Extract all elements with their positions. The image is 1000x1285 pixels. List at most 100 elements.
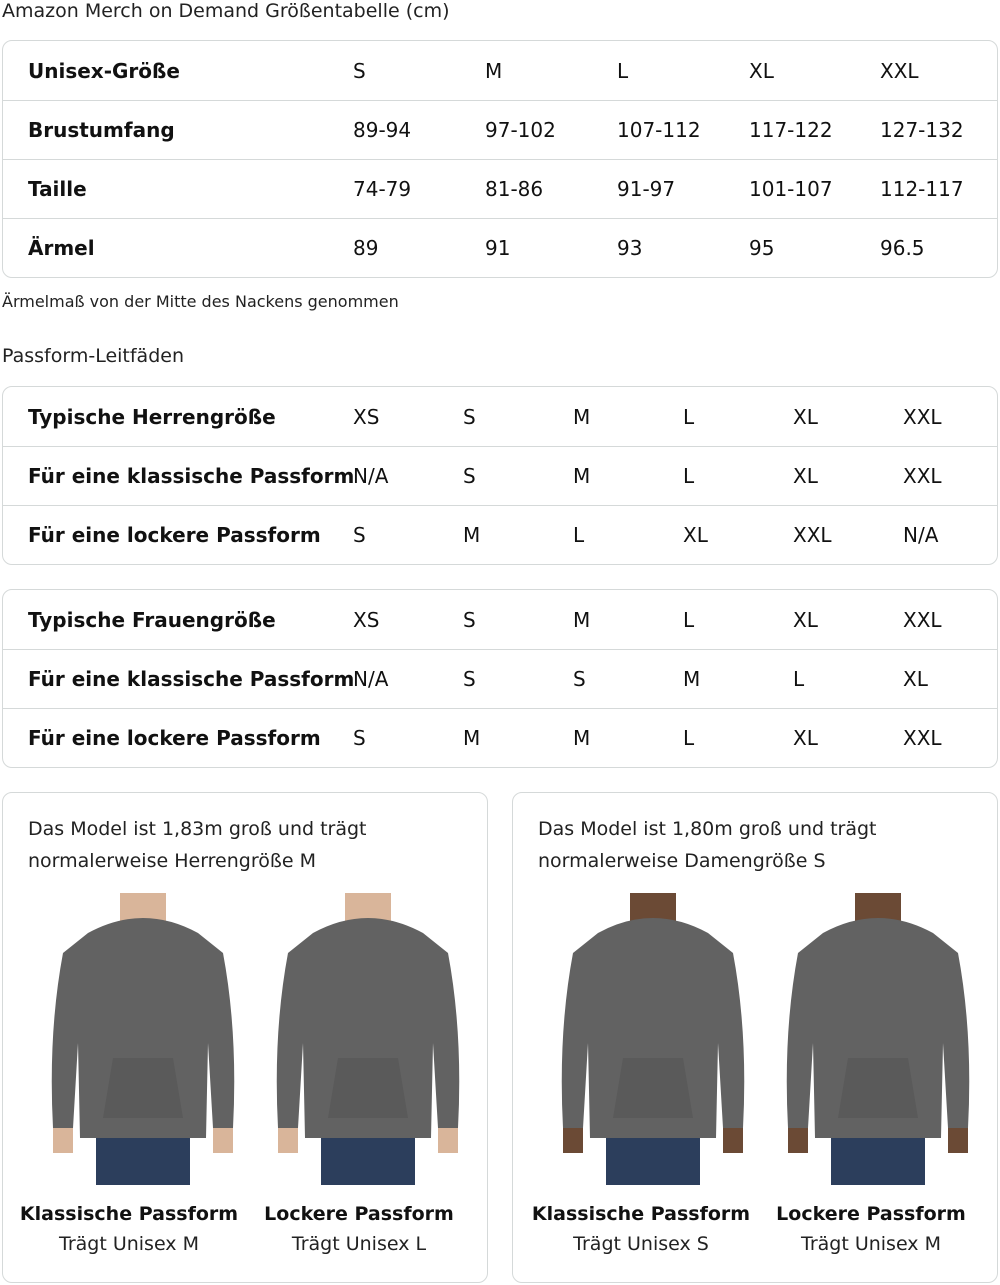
photo-subtitle: Trägt Unisex L	[291, 1233, 427, 1255]
table-cell: 89-94	[353, 118, 412, 142]
table-cell: XXL	[903, 726, 942, 750]
model-height-text: Das Model ist 1,83m groß und trägt	[28, 818, 367, 840]
hoodie-illustration	[51, 893, 235, 1185]
model-size-text: normalerweise Herrengröße M	[28, 850, 316, 872]
table-cell: 107-112	[617, 118, 701, 142]
table-cell: S	[353, 726, 366, 750]
table-cell: L	[573, 523, 585, 547]
table-cell: S	[353, 58, 366, 83]
table-cell: XXL	[880, 58, 919, 83]
table-cell: M	[463, 726, 481, 750]
row-label: Für eine klassische Passform	[28, 464, 355, 488]
unisex-size-table: Unisex-Größe S M L XL XXL Brustumfang 89-94 97-1…	[2, 40, 998, 278]
photo-title: Klassische Passform	[19, 1203, 239, 1225]
photo-title: Klassische Passform	[531, 1203, 751, 1225]
table-cell: XL	[749, 58, 774, 83]
photo-title: Lockere Passform	[776, 1203, 966, 1225]
row-label: Für eine lockere Passform	[28, 523, 321, 547]
table-cell: XL	[903, 667, 928, 691]
table-cell: 101-107	[749, 177, 833, 201]
table-cell: XL	[793, 607, 818, 632]
table-row: Typische Frauengröße XS S M L XL XXL	[3, 590, 997, 649]
photo-title: Lockere Passform	[264, 1203, 454, 1225]
table-row: Unisex-Größe S M L XL XXL	[3, 41, 997, 100]
table-cell: M	[485, 58, 503, 83]
table-cell: S	[463, 667, 476, 691]
table-cell: XS	[353, 404, 380, 429]
photo-subtitle: Trägt Unisex M	[59, 1233, 199, 1255]
men-model-card: Das Model ist 1,83m groß und trägt normal…	[2, 792, 488, 1283]
table-row: Typische Herrengröße XS S M L XL XXL	[3, 387, 997, 446]
table-cell: L	[683, 404, 695, 429]
hoodie-illustration	[276, 893, 460, 1185]
table-cell: M	[573, 404, 591, 429]
model-photo-loose	[253, 893, 483, 1188]
table-cell: 127-132	[880, 118, 964, 142]
model-photo-classic	[538, 893, 768, 1188]
table-row: Für eine lockere Passform S M L XL XXL N/A	[3, 505, 997, 564]
hoodie-illustration	[561, 893, 745, 1185]
table-row: Für eine klassische Passform N/A S M L XL XXL	[3, 446, 997, 505]
fit-guides-title: Passform-Leitfäden	[2, 345, 184, 367]
row-label: Für eine klassische Passform	[28, 667, 355, 691]
women-fit-table: Typische Frauengröße XS S M L XL XXL Für eine k…	[2, 589, 998, 768]
row-label: Typische Frauengröße	[28, 607, 276, 632]
table-cell: M	[573, 726, 591, 750]
table-cell: 74-79	[353, 177, 412, 201]
table-cell: XL	[683, 523, 708, 547]
table-cell: XXL	[903, 404, 942, 429]
table-cell: L	[617, 58, 629, 83]
row-label: Typische Herrengröße	[28, 404, 276, 429]
table-cell: XS	[353, 607, 380, 632]
table-cell: L	[683, 607, 695, 632]
table-cell: S	[463, 607, 476, 632]
table-cell: L	[683, 726, 695, 750]
table-cell: 95	[749, 236, 775, 260]
table-cell: L	[793, 667, 805, 691]
women-model-card: Das Model ist 1,80m groß und trägt normal…	[512, 792, 998, 1283]
table-cell: 117-122	[749, 118, 833, 142]
table-cell: 93	[617, 236, 643, 260]
table-row: Brustumfang 89-94 97-102 107-112 117-122 127-…	[3, 100, 997, 159]
table-cell: XXL	[903, 464, 942, 488]
table-cell: S	[463, 464, 476, 488]
table-cell: M	[573, 464, 591, 488]
size-chart-title: Amazon Merch on Demand Größentabelle (cm…	[2, 0, 450, 22]
table-cell: XL	[793, 726, 818, 750]
table-cell: 91	[485, 236, 511, 260]
model-photo-loose	[763, 893, 993, 1188]
table-row: Ärmel 89 91 93 95 96.5	[3, 218, 997, 277]
row-label: Taille	[28, 177, 87, 201]
table-cell: M	[463, 523, 481, 547]
men-fit-table: Typische Herrengröße XS S M L XL XXL Für eine k…	[2, 386, 998, 565]
table-cell: 96.5	[880, 236, 925, 260]
row-label: Unisex-Größe	[28, 58, 180, 83]
table-cell: S	[573, 667, 586, 691]
hoodie-illustration	[786, 893, 970, 1185]
table-cell: 81-86	[485, 177, 544, 201]
table-row: Taille 74-79 81-86 91-97 101-107 112-117	[3, 159, 997, 218]
table-cell: 112-117	[880, 177, 964, 201]
table-cell: XL	[793, 404, 818, 429]
sleeve-note: Ärmelmaß von der Mitte des Nackens genom…	[2, 292, 399, 311]
table-cell: S	[463, 404, 476, 429]
row-label: Für eine lockere Passform	[28, 726, 321, 750]
row-label: Brustumfang	[28, 118, 175, 142]
table-cell: XL	[793, 464, 818, 488]
table-cell: L	[683, 464, 695, 488]
table-cell: N/A	[353, 667, 389, 691]
table-cell: 91-97	[617, 177, 676, 201]
table-cell: 89	[353, 236, 379, 260]
model-size-text: normalerweise Damengröße S	[538, 850, 826, 872]
photo-subtitle: Trägt Unisex S	[573, 1233, 709, 1255]
table-row: Für eine klassische Passform N/A S S M L XL	[3, 649, 997, 708]
table-cell: S	[353, 523, 366, 547]
table-cell: N/A	[353, 464, 389, 488]
table-cell: M	[573, 607, 591, 632]
model-photo-classic	[28, 893, 258, 1188]
table-row: Für eine lockere Passform S M M L XL XXL	[3, 708, 997, 767]
table-cell: 97-102	[485, 118, 556, 142]
photo-subtitle: Trägt Unisex M	[801, 1233, 941, 1255]
table-cell: XXL	[903, 607, 942, 632]
model-height-text: Das Model ist 1,80m groß und trägt	[538, 818, 877, 840]
